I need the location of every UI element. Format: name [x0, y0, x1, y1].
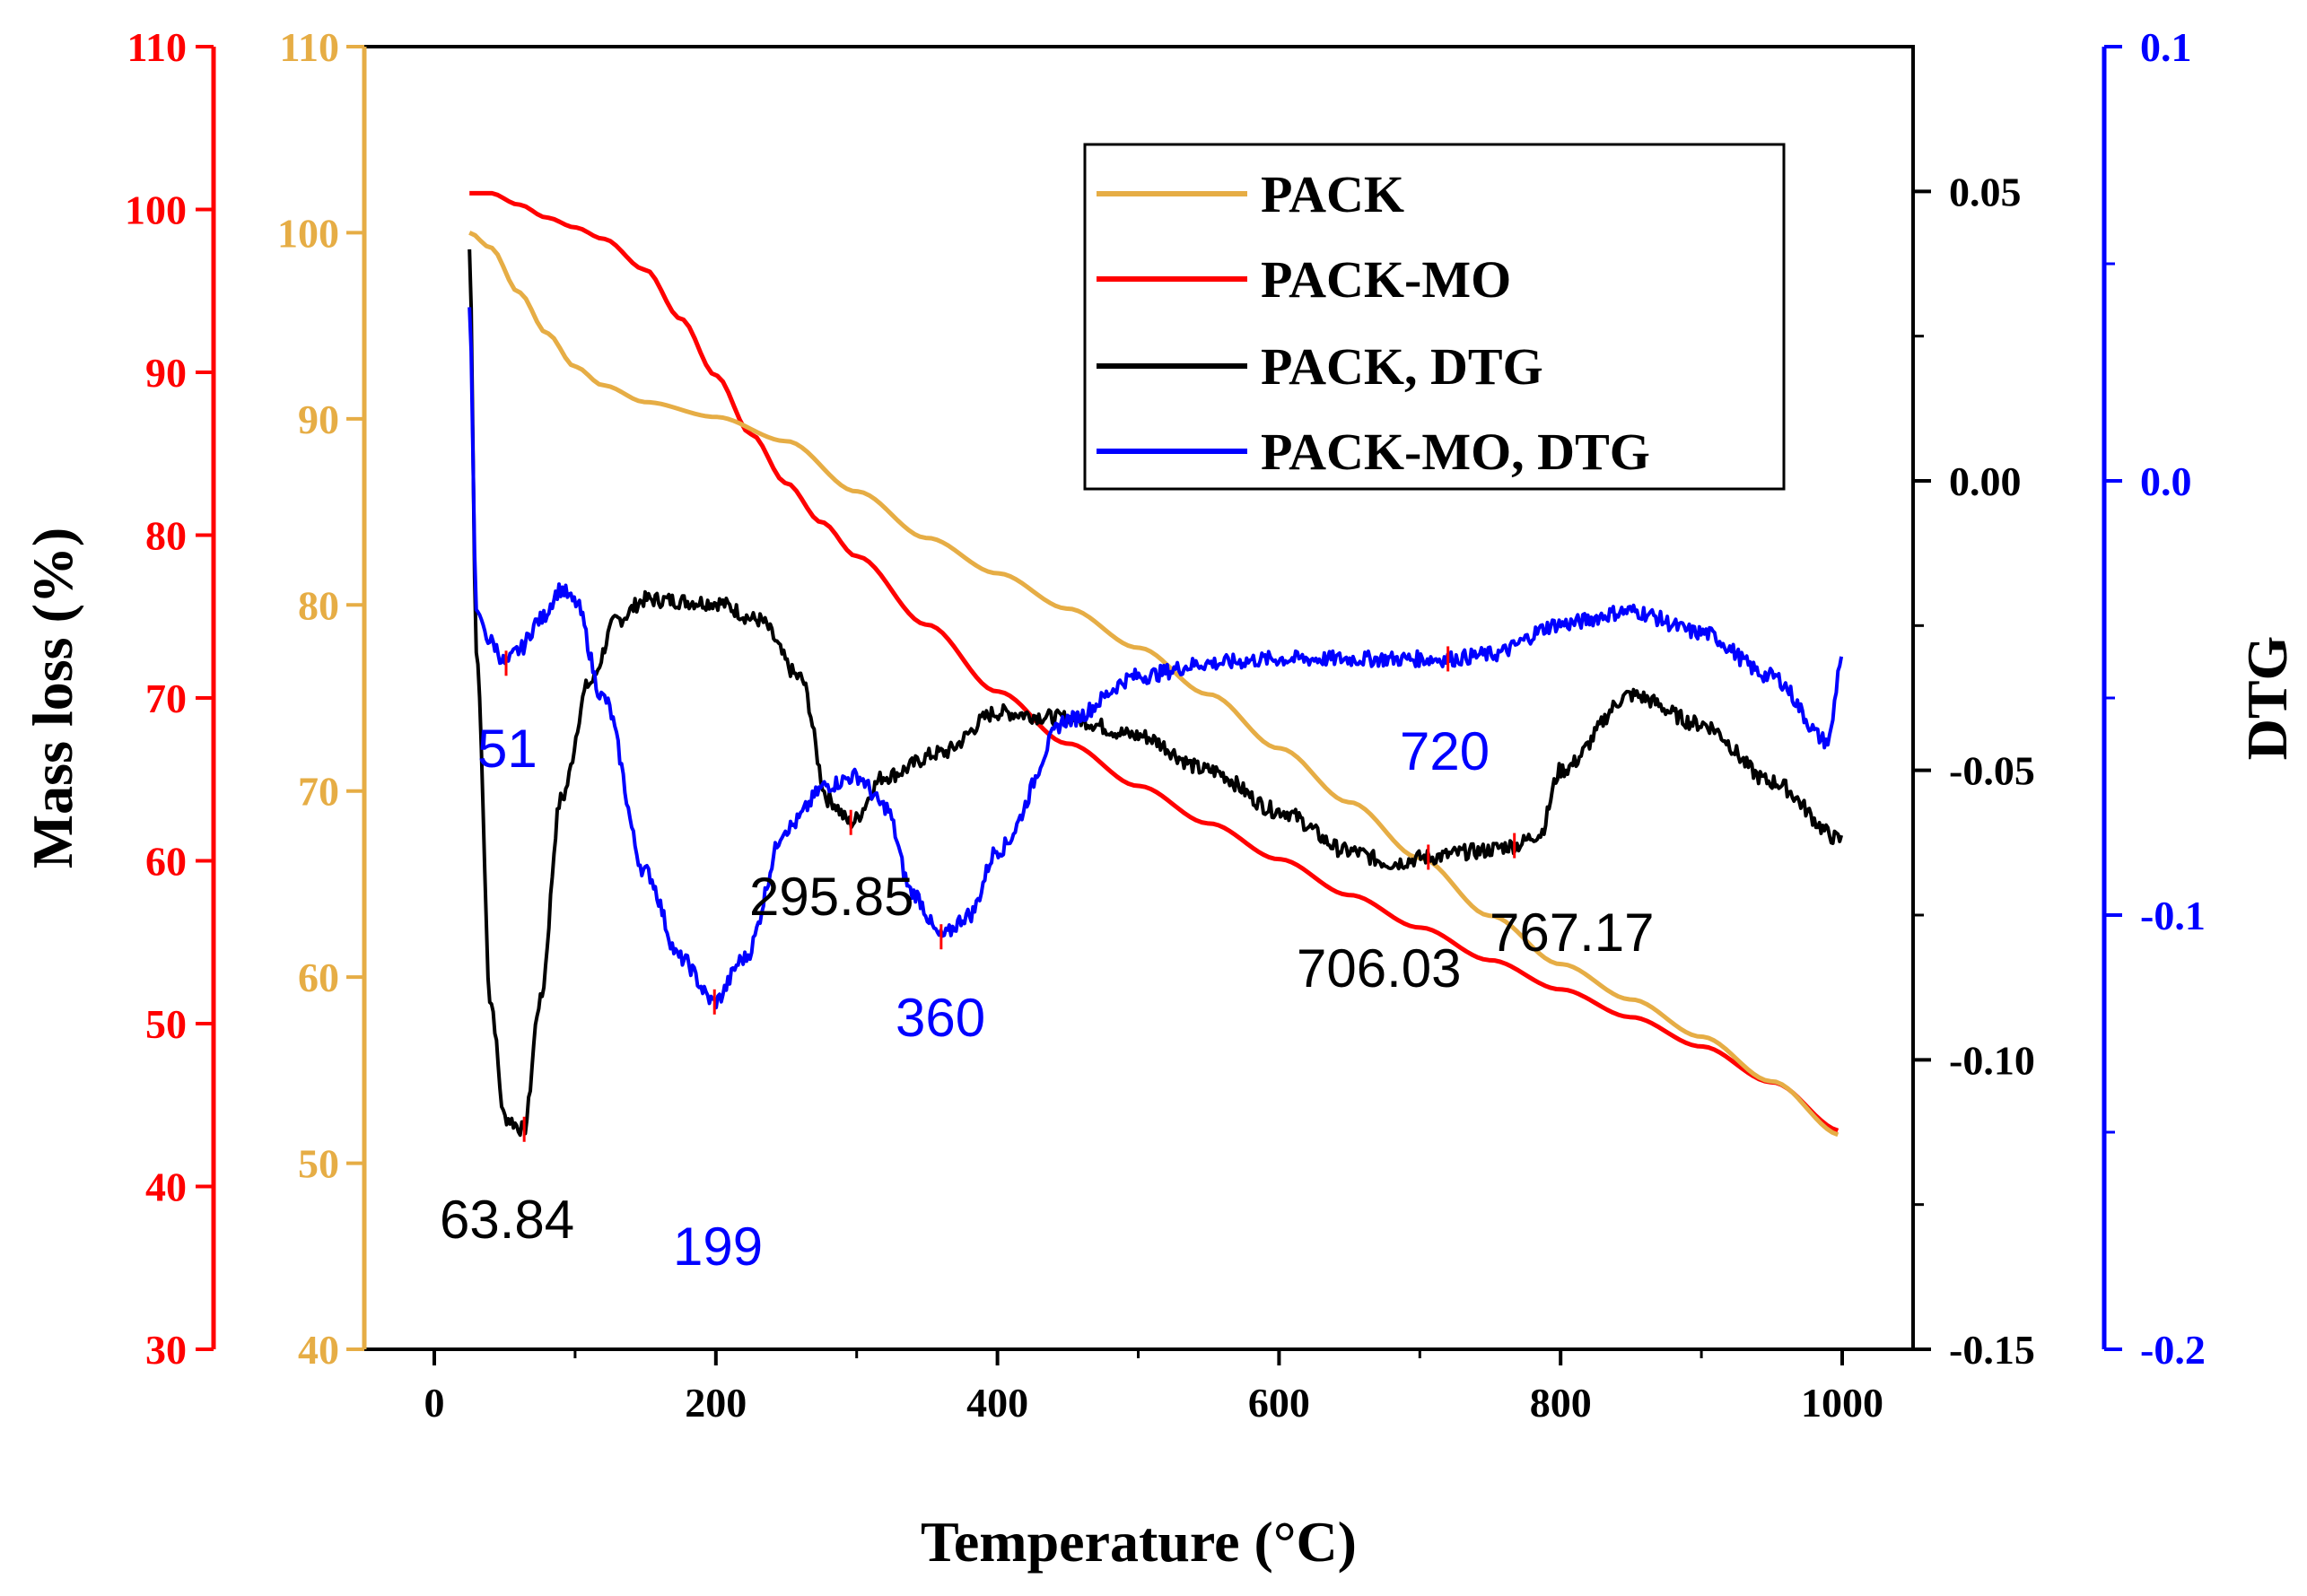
- x-tick-label-200: 200: [685, 1380, 747, 1426]
- series-layer: [468, 190, 1844, 1138]
- left-y-axis-title: Mass loss (%): [21, 528, 84, 868]
- legend-label-pack-mo: PACK-MO: [1261, 250, 1511, 309]
- x-tick-label-400: 400: [966, 1380, 1028, 1426]
- annotation-706-03: 706.03: [1297, 938, 1462, 999]
- annotation-295-85: 295.85: [749, 867, 914, 927]
- x-tick-label-1000: 1000: [1801, 1380, 1883, 1426]
- red-tick-label-60: 60: [145, 839, 187, 885]
- blue-tick-label--0.1: -0.1: [2140, 893, 2206, 938]
- gold-tick-label-100: 100: [277, 210, 339, 256]
- series-line-pack-mo-dtg: [468, 307, 1844, 1010]
- legend-label-pack: PACK: [1261, 165, 1404, 223]
- gold-tick-label-50: 50: [298, 1141, 339, 1187]
- blue-y-axis-ticks: -0.2 -0.1 0.0 0.1: [2104, 24, 2206, 1373]
- series-line-pack-dtg: [468, 249, 1844, 1138]
- legend: PACK PACK-MO PACK, DTG PACK-MO, DTG: [1083, 143, 1786, 491]
- legend-box: [1083, 143, 1786, 491]
- gold-tick-label-110: 110: [280, 24, 339, 70]
- series-line-pack: [468, 231, 1839, 1138]
- blue-tick-label-0.1: 0.1: [2140, 24, 2192, 70]
- black-tick-label-0.00: 0.00: [1949, 458, 2022, 504]
- annotation-720: 720: [1400, 721, 1490, 781]
- gold-tick-label-90: 90: [298, 397, 339, 442]
- black-tick-label-0.05: 0.05: [1949, 169, 2022, 214]
- black-y-axis-ticks: -0.15 -0.10 -0.05 0.00 0.05: [1913, 169, 2035, 1373]
- x-tick-label-0: 0: [424, 1380, 445, 1426]
- red-tick-label-40: 40: [145, 1164, 187, 1210]
- red-tick-label-110: 110: [127, 24, 187, 70]
- legend-label-pack-dtg: PACK, DTG: [1261, 337, 1543, 396]
- gold-tick-label-60: 60: [298, 955, 339, 1000]
- annotation-51: 51: [477, 719, 537, 779]
- red-tick-label-80: 80: [145, 513, 187, 559]
- gold-tick-label-40: 40: [298, 1327, 339, 1373]
- red-tick-label-30: 30: [145, 1327, 187, 1373]
- blue-tick-label--0.2: -0.2: [2140, 1327, 2206, 1373]
- gold-y-axis-ticks: 40 50 60 70 80 90 100 110: [277, 24, 364, 1373]
- blue-tick-label-0.0: 0.0: [2140, 458, 2192, 504]
- black-tick-label--0.05: -0.05: [1949, 748, 2035, 794]
- black-tick-label--0.10: -0.10: [1949, 1037, 2035, 1083]
- right-y-axis-title: DTG: [2235, 636, 2299, 761]
- gold-tick-label-80: 80: [298, 582, 339, 628]
- series-line-pack-mo: [469, 190, 1839, 1133]
- red-y-axis-ticks: 30 40 50 60 70 80 90 100 110: [125, 24, 214, 1373]
- annotation-199: 199: [673, 1217, 763, 1277]
- x-tick-label-800: 800: [1530, 1380, 1592, 1426]
- red-tick-label-70: 70: [145, 676, 187, 721]
- x-axis-title: Temperature (°C): [921, 1510, 1357, 1574]
- annotation-360: 360: [896, 988, 985, 1048]
- red-tick-label-90: 90: [145, 350, 187, 396]
- gold-tick-label-70: 70: [298, 769, 339, 815]
- legend-label-pack-mo-dtg: PACK-MO, DTG: [1261, 423, 1650, 481]
- x-axis-ticks: 0 200 400 600 800 1000: [424, 1349, 1883, 1426]
- peak-markers: [504, 646, 1516, 1142]
- x-tick-label-600: 600: [1248, 1380, 1310, 1426]
- annotation-767-17: 767.17: [1490, 903, 1655, 963]
- annotation-63-84: 63.84: [440, 1190, 574, 1250]
- red-tick-label-50: 50: [145, 1001, 187, 1047]
- red-tick-label-100: 100: [125, 188, 187, 233]
- black-tick-label--0.15: -0.15: [1949, 1327, 2035, 1373]
